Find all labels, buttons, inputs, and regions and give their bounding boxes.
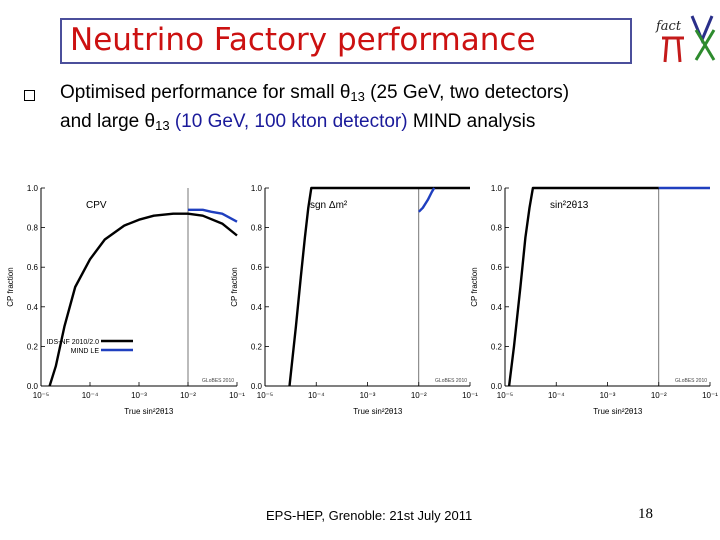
x-tick-label: 10⁻³ [131, 391, 147, 400]
x-tick-label: 10⁻² [411, 391, 427, 400]
y-tick-label: 0.4 [251, 303, 263, 312]
footer: EPS-HEP, Grenoble: 21st July 2011 [266, 508, 473, 523]
cp-fraction-charts: 0.0 0.2 0.4 0.6 0.8 1.0 10⁻⁵ 10⁻⁴ 10⁻³ 10⁻² 10⁻¹ CP… [6, 184, 718, 416]
y-tick-label: 0.0 [491, 382, 503, 391]
y-tick-label: 0.6 [491, 263, 503, 272]
legend-label: MIND LE [71, 348, 100, 355]
y-tick-label: 1.0 [251, 184, 263, 193]
x-tick-label: 10⁻³ [600, 391, 616, 400]
x-tick-label: 10⁻⁵ [257, 391, 273, 400]
x-tick-label: 10⁻⁴ [548, 391, 565, 400]
y-tick-label: 0.6 [27, 263, 39, 272]
panel-label: sgn Δm² [310, 200, 348, 211]
logo-text: fact [655, 19, 682, 34]
series-line-mind-le [188, 208, 238, 223]
title-box [60, 18, 632, 64]
page-number: 18 [638, 506, 653, 522]
x-tick-label: 10⁻⁴ [82, 391, 99, 400]
y-tick-label: 0.4 [27, 303, 39, 312]
panel-label: sin²2θ13 [550, 200, 589, 211]
bullet-text: Optimised performance for small θ13 (25 … [60, 82, 570, 133]
globes-watermark: GLoBES 2010 [202, 378, 234, 384]
y-tick-label: 1.0 [27, 184, 39, 193]
x-tick-label: 10⁻⁵ [497, 391, 513, 400]
panel-label: CPV [86, 200, 107, 211]
x-tick-label: 10⁻² [651, 391, 667, 400]
series-line-ids-nf [288, 186, 470, 387]
globes-watermark: GLoBES 2010 [435, 378, 467, 384]
series-line-mind-le [417, 187, 436, 213]
y-tick-label: 0.8 [27, 224, 39, 233]
x-tick-label: 10⁻⁴ [308, 391, 325, 400]
y-axis-label: CP fraction [6, 267, 15, 306]
series-line-ids-nf [48, 212, 238, 387]
y-tick-label: 0.0 [251, 382, 263, 391]
y-tick-label: 0.2 [27, 342, 39, 351]
globes-watermark: GLoBES 2010 [675, 378, 707, 384]
x-tick-label: 10⁻⁵ [33, 391, 49, 400]
y-axis-label: CP fraction [230, 267, 239, 306]
y-tick-label: 0.6 [251, 263, 263, 272]
y-tick-label: 0.8 [491, 224, 503, 233]
x-tick-label: 10⁻¹ [702, 391, 718, 400]
x-tick-label: 10⁻¹ [229, 391, 245, 400]
y-tick-label: 1.0 [491, 184, 503, 193]
x-axis-label: True sin²2θ13 [353, 407, 403, 416]
slide-title: Neutrino Factory performance [70, 22, 536, 58]
series-line-ids-nf [507, 186, 659, 387]
y-tick-label: 0.2 [251, 342, 263, 351]
y-tick-label: 0.8 [251, 224, 263, 233]
y-tick-label: 0.4 [491, 303, 503, 312]
y-axis-label: CP fraction [470, 267, 479, 306]
y-tick-label: 0.0 [27, 382, 39, 391]
x-tick-label: 10⁻³ [360, 391, 376, 400]
legend-label: IDS-NF 2010/2.0 [46, 339, 99, 346]
y-tick-label: 0.2 [491, 342, 503, 351]
ids-nf-logo: fact [655, 15, 716, 63]
x-axis-label: True sin²2θ13 [124, 407, 174, 416]
x-tick-label: 10⁻² [180, 391, 196, 400]
x-tick-label: 10⁻¹ [462, 391, 478, 400]
x-axis-label: True sin²2θ13 [593, 407, 643, 416]
bullet-marker [24, 90, 35, 101]
